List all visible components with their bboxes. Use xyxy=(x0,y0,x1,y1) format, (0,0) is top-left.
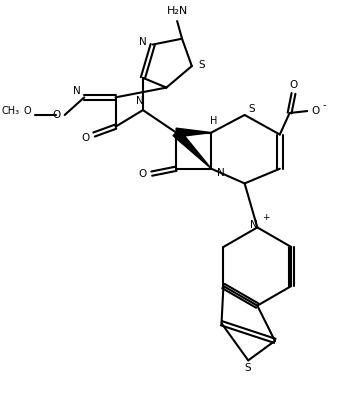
Text: O: O xyxy=(139,168,147,179)
Text: O: O xyxy=(24,106,31,116)
Text: O: O xyxy=(289,80,298,89)
Text: H: H xyxy=(210,116,217,126)
Text: N: N xyxy=(136,96,144,106)
Text: O: O xyxy=(312,106,320,116)
Text: CH₃: CH₃ xyxy=(1,106,20,116)
Polygon shape xyxy=(176,128,211,137)
Text: -: - xyxy=(322,100,325,110)
Text: N: N xyxy=(249,220,257,231)
Text: S: S xyxy=(198,60,205,70)
Text: N: N xyxy=(73,87,80,96)
Text: O: O xyxy=(53,110,61,120)
Text: S: S xyxy=(248,104,255,114)
Text: +: + xyxy=(262,213,270,222)
Text: N: N xyxy=(217,168,225,178)
Text: N: N xyxy=(139,37,147,47)
Text: H₂N: H₂N xyxy=(167,6,188,16)
Polygon shape xyxy=(173,129,211,169)
Text: S: S xyxy=(244,363,251,373)
Text: O: O xyxy=(81,133,89,143)
